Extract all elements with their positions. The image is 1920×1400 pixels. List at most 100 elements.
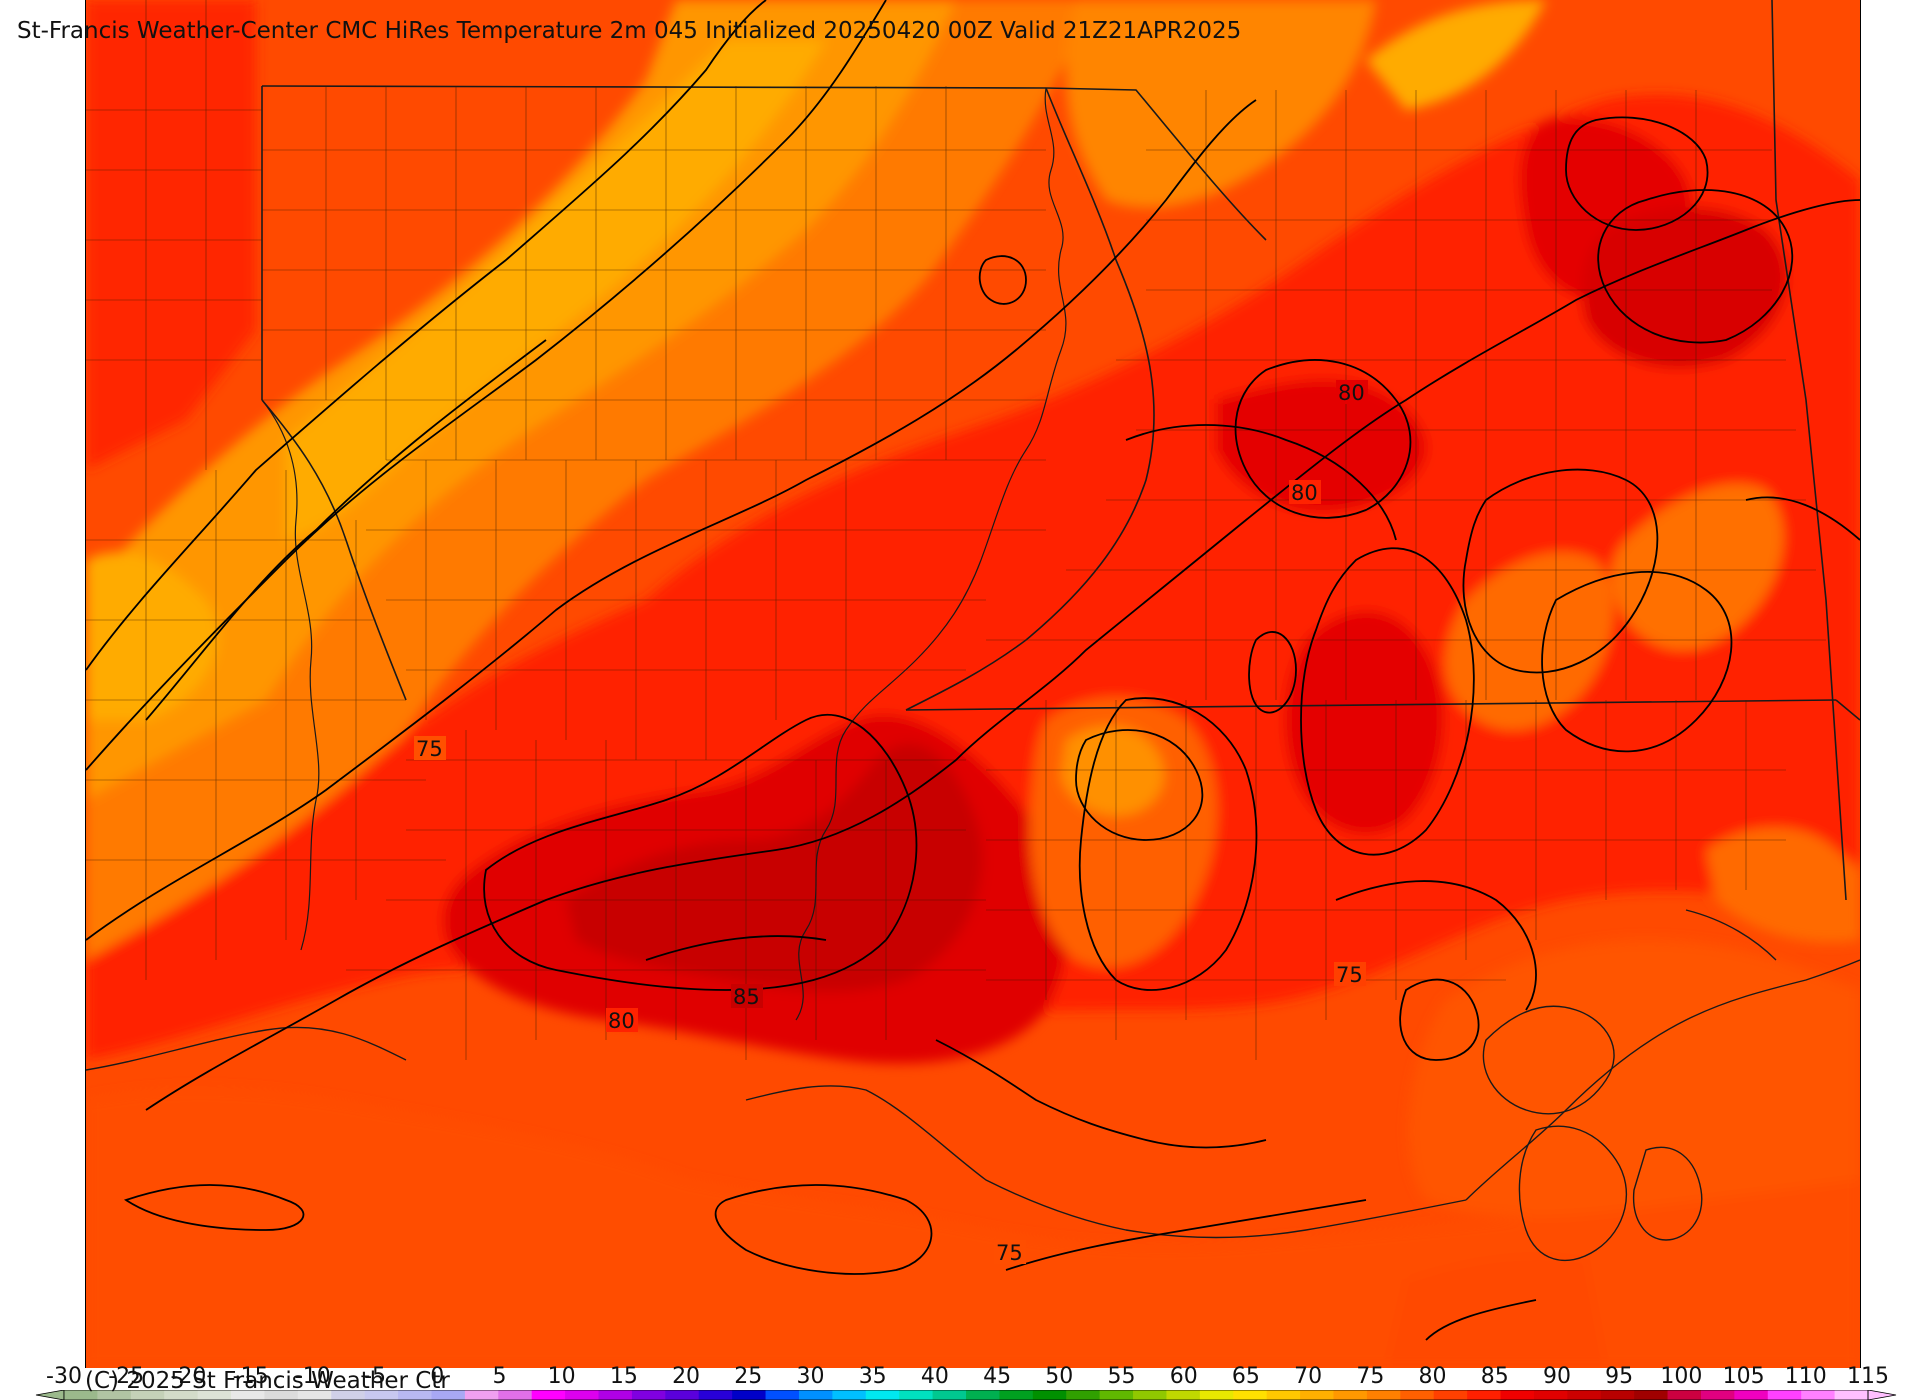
coastline <box>86 909 1860 1261</box>
colorbar-tick: 5 <box>492 1364 507 1389</box>
contour-label-75: 75 <box>1336 963 1363 987</box>
colorbar-tick: -15 <box>232 1364 269 1389</box>
colorbar-swatch <box>1333 1390 1368 1400</box>
colorbar-swatch <box>1199 1390 1234 1400</box>
colorbar-swatch <box>1767 1390 1802 1400</box>
copyright-notice: (C) 2025 St Francis Weather Ctr <box>85 1368 450 1394</box>
temperature-colorbar: -30 -25 -20 -15 -10 -5 0 5 10 15 20 25 30 35 40 45 50 55 6… <box>0 1360 1920 1400</box>
colorbar-swatch <box>1667 1390 1702 1400</box>
colorbar-swatch <box>130 1390 165 1400</box>
colorbar-swatch <box>765 1390 800 1400</box>
colorbar-swatch <box>64 1390 98 1400</box>
colorbar-tick: 90 <box>1542 1364 1571 1389</box>
colorbar-tick: 75 <box>1356 1364 1385 1389</box>
contour-labels: 80 80 75 75 85 80 75 <box>414 380 1368 1265</box>
colorbar-swatch <box>966 1390 1000 1400</box>
colorbar-swatch <box>565 1390 600 1400</box>
colorbar-swatch <box>999 1390 1034 1400</box>
colorbar-swatch <box>1700 1390 1735 1400</box>
colorbar-swatch <box>398 1390 432 1400</box>
colorbar-swatch <box>197 1390 232 1400</box>
colorbar-tick: 85 <box>1480 1364 1509 1389</box>
colorbar-tick: 35 <box>858 1364 887 1389</box>
colorbar-high-arrow <box>1867 1390 1897 1400</box>
colorbar-tick: 25 <box>734 1364 763 1389</box>
colorbar-tick: 70 <box>1294 1364 1323 1389</box>
colorbar-tick: -30 <box>46 1364 82 1389</box>
contour-label-75: 75 <box>996 1241 1023 1265</box>
colorbar-tick: 40 <box>920 1364 949 1389</box>
colorbar-swatch <box>164 1390 199 1400</box>
colorbar-low-arrow <box>35 1390 65 1400</box>
colorbar-swatch <box>832 1390 867 1400</box>
colorbar-swatch <box>1734 1390 1769 1400</box>
colorbar-tick: 20 <box>672 1364 701 1389</box>
colorbar-tick: -5 <box>364 1364 386 1389</box>
colorbar-swatch <box>331 1390 366 1400</box>
temperature-fill-layers <box>86 0 1860 1368</box>
colorbar-swatch <box>297 1390 332 1400</box>
colorbar-swatch <box>1400 1390 1435 1400</box>
colorbar-swatch <box>798 1390 833 1400</box>
colorbar-tick: 95 <box>1605 1364 1634 1389</box>
colorbar-swatch <box>464 1390 499 1400</box>
colorbar-swatch <box>665 1390 700 1400</box>
colorbar-swatch <box>1166 1390 1201 1400</box>
colorbar-swatch <box>264 1390 299 1400</box>
colorbar-tick: 115 <box>1847 1364 1889 1389</box>
colorbar-swatch <box>631 1390 666 1400</box>
colorbar-swatch <box>431 1390 466 1400</box>
colorbar-swatch <box>698 1390 733 1400</box>
contour-label-75: 75 <box>416 737 443 761</box>
colorbar-swatch <box>1233 1390 1268 1400</box>
temperature-map: 80 80 75 75 85 80 75 <box>85 0 1861 1368</box>
colorbar-swatch <box>498 1390 533 1400</box>
colorbar-swatch <box>1834 1390 1869 1400</box>
colorbar-swatch <box>1266 1390 1301 1400</box>
colorbar-tick: 110 <box>1784 1364 1827 1389</box>
colorbar-tick: 60 <box>1169 1364 1198 1389</box>
colorbar-tick: 100 <box>1660 1364 1703 1389</box>
isotherm-contours <box>86 0 1860 1341</box>
colorbar-swatch <box>598 1390 633 1400</box>
colorbar-swatch <box>1600 1390 1635 1400</box>
colorbar-swatch <box>1300 1390 1334 1400</box>
colorbar-swatch <box>1567 1390 1602 1400</box>
state-boundaries <box>261 0 1860 901</box>
colorbar-swatch <box>1133 1390 1167 1400</box>
contour-label-80: 80 <box>1291 481 1318 505</box>
colorbar-swatch <box>1634 1390 1669 1400</box>
colorbar-swatch <box>1433 1390 1468 1400</box>
colorbar-tick: 65 <box>1231 1364 1260 1389</box>
colorbar-tick: 50 <box>1045 1364 1074 1389</box>
colorbar-tick: -10 <box>294 1364 331 1389</box>
rivers <box>261 87 1067 1021</box>
colorbar-swatch <box>932 1390 967 1400</box>
county-lines <box>86 0 1826 1060</box>
colorbar-tick: 0 <box>430 1364 445 1389</box>
colorbar-swatch <box>1066 1390 1101 1400</box>
colorbar-swatch <box>1366 1390 1401 1400</box>
colorbar-tick: 30 <box>796 1364 825 1389</box>
colorbar-swatch <box>364 1390 399 1400</box>
colorbar-swatch <box>865 1390 900 1400</box>
colorbar-tick: 45 <box>983 1364 1012 1389</box>
colorbar-swatch <box>899 1390 934 1400</box>
colorbar-swatch <box>1500 1390 1535 1400</box>
colorbar-border <box>63 1390 1869 1400</box>
contour-label-80: 80 <box>608 1009 635 1033</box>
colorbar-tick: -25 <box>108 1364 145 1389</box>
colorbar-tick: 10 <box>547 1364 576 1389</box>
contour-label-80: 80 <box>1338 381 1365 405</box>
colorbar-tick: 80 <box>1418 1364 1447 1389</box>
colorbar-swatch <box>531 1390 566 1400</box>
colorbar-swatches <box>35 1390 1897 1400</box>
colorbar-tick: 105 <box>1722 1364 1765 1389</box>
colorbar-tick: -20 <box>170 1364 207 1389</box>
colorbar-swatch <box>1801 1390 1836 1400</box>
colorbar-tick: 15 <box>609 1364 638 1389</box>
colorbar-swatch <box>1533 1390 1568 1400</box>
colorbar-swatch <box>732 1390 767 1400</box>
colorbar-tick: 55 <box>1107 1364 1136 1389</box>
contour-label-85: 85 <box>733 985 760 1009</box>
